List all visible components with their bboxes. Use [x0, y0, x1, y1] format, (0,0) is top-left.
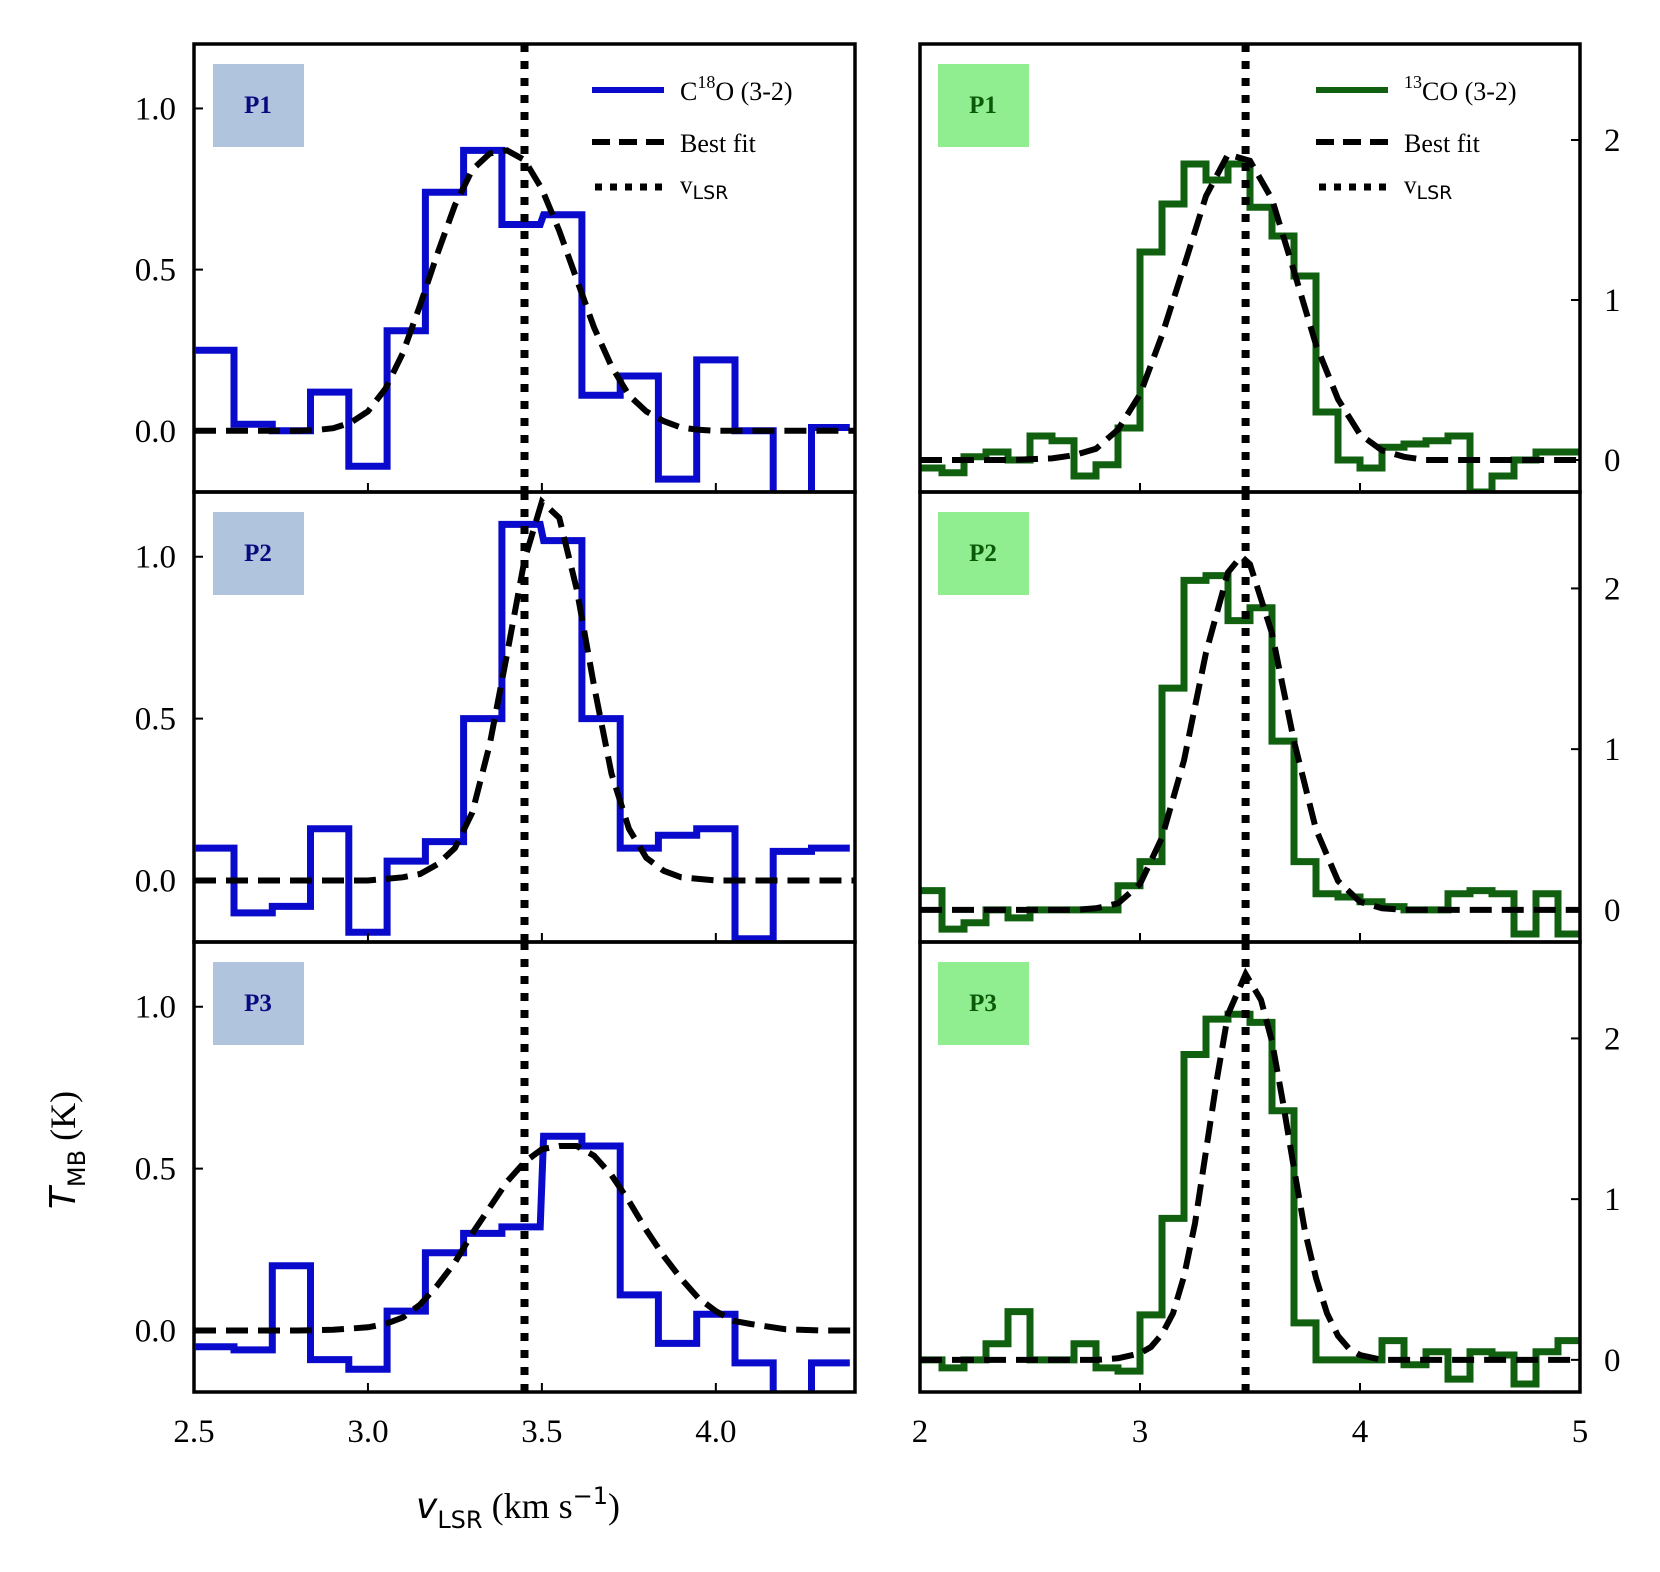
- y-tick-label: 1.0: [135, 990, 176, 1026]
- x-tick-label: 3.0: [347, 1414, 388, 1450]
- spectrum-line: [195, 520, 850, 942]
- y-tick-label: 1: [1604, 732, 1621, 768]
- legend-left-vlsr-label: vLSR: [680, 172, 728, 204]
- panel-badge-label: P1: [969, 92, 997, 119]
- y-tick-label: 2: [1604, 123, 1621, 159]
- plot-area: [194, 44, 855, 492]
- plot-area: [194, 942, 855, 1392]
- x-tick-label: 4: [1352, 1414, 1369, 1450]
- x-tick-label: 3.5: [521, 1414, 562, 1450]
- panel-badge-label: P3: [244, 990, 272, 1017]
- panel-left-p1: 0.0 0.5 1.0 P1: [135, 42, 857, 494]
- y-tick-label: 0: [1604, 443, 1621, 479]
- best-fit-line: [920, 551, 1580, 913]
- y-tick-label: 0.0: [135, 863, 176, 899]
- plot-area: [194, 492, 855, 942]
- legend-right-fit-label: Best fit: [1404, 129, 1481, 158]
- x-tick-label: 2.5: [173, 1414, 214, 1450]
- y-axis-label: TMB (K): [43, 1091, 91, 1209]
- x-tick-label: 5: [1572, 1414, 1589, 1450]
- panel-right-p2: 0 1 2 P2: [918, 490, 1621, 944]
- panel-badge: [938, 512, 1029, 595]
- panel-left-p3: 0.0 0.5 1.0 2.5 3.0 3.5 4.0 P3: [135, 940, 857, 1450]
- panel-badge: [213, 512, 304, 595]
- panels: 0.0 0.5 1.0 P1 0.0 0.5 1.0 P2 0.0 0.5 1.0 2.5 3.0 3.5…: [135, 42, 1621, 1450]
- x-axis-label: vLSR (km s−1): [416, 1482, 620, 1534]
- panel-right-p1: 0 1 2 P1: [918, 42, 1621, 494]
- legend-right-line-label: 13CO (3-2): [1404, 72, 1517, 106]
- plot-area: [920, 942, 1580, 1392]
- legend-right: 13CO (3-2) Best fit vLSR: [1316, 72, 1517, 204]
- spectrum-line: [195, 146, 850, 492]
- panel-badge-label: P2: [969, 540, 997, 567]
- spectrum-line: [920, 160, 1580, 492]
- plot-area: [920, 44, 1580, 492]
- panel-badge-label: P1: [244, 92, 272, 119]
- panel-badge-label: P2: [244, 540, 272, 567]
- y-tick-label: 0.0: [135, 1313, 176, 1349]
- y-tick-label: 0: [1604, 1343, 1621, 1379]
- panel-badge: [938, 64, 1029, 147]
- x-tick-label: 2: [912, 1414, 929, 1450]
- y-tick-label: 1.0: [135, 91, 176, 127]
- y-tick-label: 0.5: [135, 253, 176, 289]
- plot-area: [920, 492, 1580, 942]
- x-tick-label: 4.0: [695, 1414, 736, 1450]
- legend-left-line-label: C18O (3-2): [680, 72, 793, 106]
- legend-left: C18O (3-2) Best fit vLSR: [592, 72, 793, 204]
- y-tick-label: 1.0: [135, 540, 176, 576]
- best-fit-line: [920, 967, 1580, 1363]
- best-fit-line: [194, 147, 855, 434]
- panel-right-p3: 0 1 2 2 3 4 5 P3: [912, 940, 1621, 1450]
- legend-right-vlsr-label: vLSR: [1404, 172, 1452, 204]
- y-tick-label: 0.5: [135, 1152, 176, 1188]
- best-fit-line: [194, 1143, 855, 1334]
- spectrum-line: [195, 1132, 850, 1392]
- panel-frame: [918, 940, 1582, 1394]
- panel-left-p2: 0.0 0.5 1.0 P2: [135, 490, 857, 944]
- panel-badge: [213, 64, 304, 147]
- x-tick-label: 3: [1132, 1414, 1149, 1450]
- panel-badge: [213, 962, 304, 1045]
- spectrum-line: [920, 572, 1580, 938]
- y-tick-label: 2: [1604, 571, 1621, 607]
- panel-badge-label: P3: [969, 990, 997, 1017]
- legend-left-fit-label: Best fit: [680, 129, 757, 158]
- y-tick-label: 0.5: [135, 702, 176, 738]
- y-tick-label: 2: [1604, 1021, 1621, 1057]
- spectrum-line: [920, 1010, 1580, 1388]
- panel-frame: [192, 940, 857, 1394]
- best-fit-line: [194, 496, 855, 884]
- y-tick-label: 0: [1604, 893, 1621, 929]
- panel-badge: [938, 962, 1029, 1045]
- y-tick-label: 1: [1604, 283, 1621, 319]
- y-tick-label: 1: [1604, 1182, 1621, 1218]
- best-fit-line: [920, 150, 1580, 463]
- y-tick-label: 0.0: [135, 414, 176, 450]
